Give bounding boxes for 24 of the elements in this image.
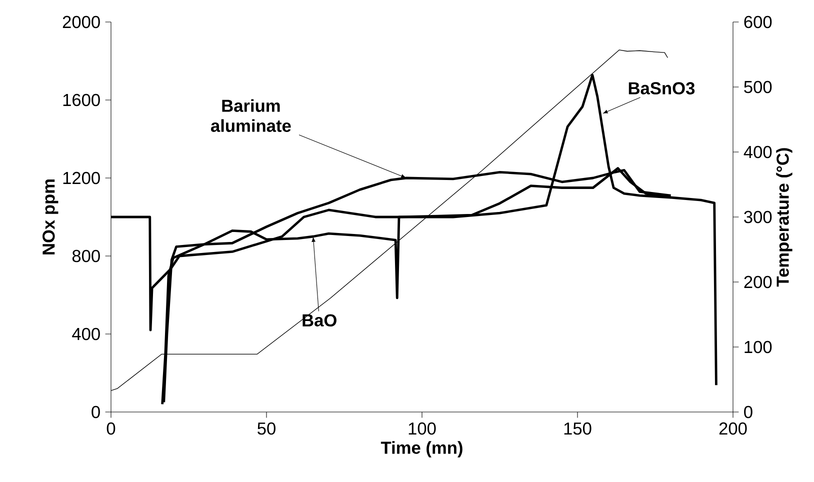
annotation: Barium aluminate <box>210 99 291 132</box>
y-tick-label: 2000 <box>62 16 100 28</box>
y-tick-label: 1600 <box>63 94 100 106</box>
y-axis-title: NOx ppm <box>42 180 58 254</box>
x-tick-label: 100 <box>408 422 436 435</box>
y2-tick-label: 200 <box>744 276 772 288</box>
annotation: BaSnO3 <box>628 82 695 94</box>
y2-tick-label: 300 <box>744 210 772 224</box>
y-tick-label: 800 <box>72 250 100 262</box>
y-tick-label: 1200 <box>63 172 100 184</box>
annotation: BaO <box>302 314 336 326</box>
x-axis-title: Time (mn) <box>380 441 462 458</box>
y2-tick-label: 400 <box>744 146 772 158</box>
x-tick-label: 0 <box>106 422 116 435</box>
y2-tick-label: 100 <box>744 340 772 354</box>
y2-tick-label: 500 <box>744 80 772 94</box>
y2-axis-title: Temperature (°C) <box>776 148 792 287</box>
y2-tick-label: 0 <box>744 406 752 418</box>
y-tick-label: 0 <box>92 406 100 418</box>
x-tick-label: 200 <box>719 422 747 435</box>
y2-tick-label: 600 <box>744 16 772 28</box>
x-tick-label: 50 <box>258 422 276 435</box>
y-tick-label: 400 <box>72 328 100 340</box>
x-tick-label: 150 <box>564 422 592 435</box>
